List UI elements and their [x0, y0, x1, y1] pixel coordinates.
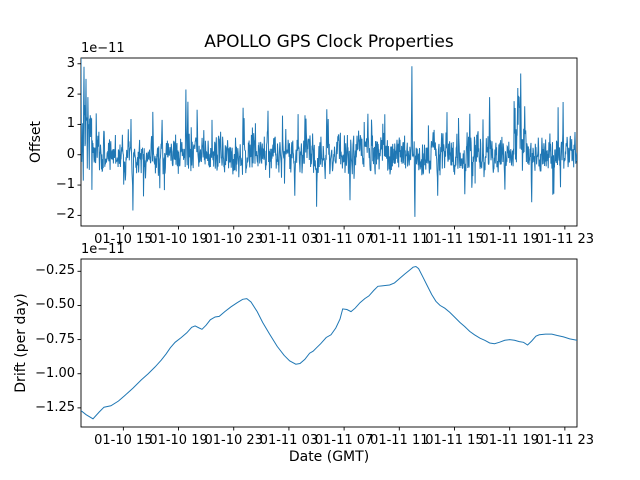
x-tick-label: 01-11 11 [370, 433, 429, 448]
x-tick-label: 01-11 07 [314, 232, 374, 247]
x-tick-label: 01-11 03 [259, 232, 319, 247]
x-axis-label: Date (GMT) [288, 449, 370, 465]
top-y-axis-label: Offset [28, 120, 44, 164]
x-tick-label: 01-11 15 [425, 433, 484, 448]
y-tick-label: −0.75 [35, 331, 75, 347]
axes-frame-drift [80, 258, 578, 428]
y-tick-label: −0.50 [35, 297, 75, 313]
series-line-drift [81, 265, 577, 420]
x-tick-label: 01-10 19 [149, 433, 208, 448]
x-tick-label: 01-10 15 [94, 433, 153, 448]
y-tick-label: 1 [66, 116, 75, 132]
y-tick-label: −1.25 [35, 399, 75, 415]
y-tick-label: −2 [55, 207, 75, 223]
bottom-y-axis-label: Drift (per day) [13, 293, 29, 393]
x-tick-label: 01-10 23 [204, 433, 263, 448]
y-tick-label: −1 [55, 177, 75, 193]
x-tick-label: 01-11 19 [480, 232, 539, 247]
x-tick-label: 01-11 03 [259, 433, 319, 448]
x-tick-label: 01-11 07 [314, 433, 374, 448]
x-tick-label: 01-10 23 [204, 232, 263, 247]
x-tick-label: 01-11 23 [535, 232, 595, 247]
y-tick-label: −1.00 [35, 365, 75, 381]
series-line-offset [81, 58, 577, 217]
y-tick-label: 0 [66, 146, 75, 162]
x-tick-label: 01-11 11 [370, 232, 429, 247]
bottom-scale-offset-text: 1e−11 [81, 242, 125, 257]
x-tick-label: 01-11 15 [425, 232, 484, 247]
x-tick-label: 01-10 15 [94, 232, 153, 247]
x-tick-label: 01-10 19 [149, 232, 208, 247]
y-tick-label: 3 [66, 55, 75, 71]
x-tick-label: 01-11 23 [535, 433, 595, 448]
y-tick-label: −0.25 [35, 263, 75, 279]
axes-frame-offset [80, 57, 578, 227]
chart-title: APOLLO GPS Clock Properties [204, 32, 454, 52]
y-tick-label: 2 [66, 86, 75, 102]
top-scale-offset-text: 1e−11 [81, 41, 125, 56]
x-tick-label: 01-11 19 [480, 433, 539, 448]
